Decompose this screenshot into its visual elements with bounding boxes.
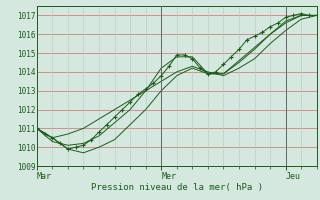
X-axis label: Pression niveau de la mer( hPa ): Pression niveau de la mer( hPa ) xyxy=(91,183,263,192)
